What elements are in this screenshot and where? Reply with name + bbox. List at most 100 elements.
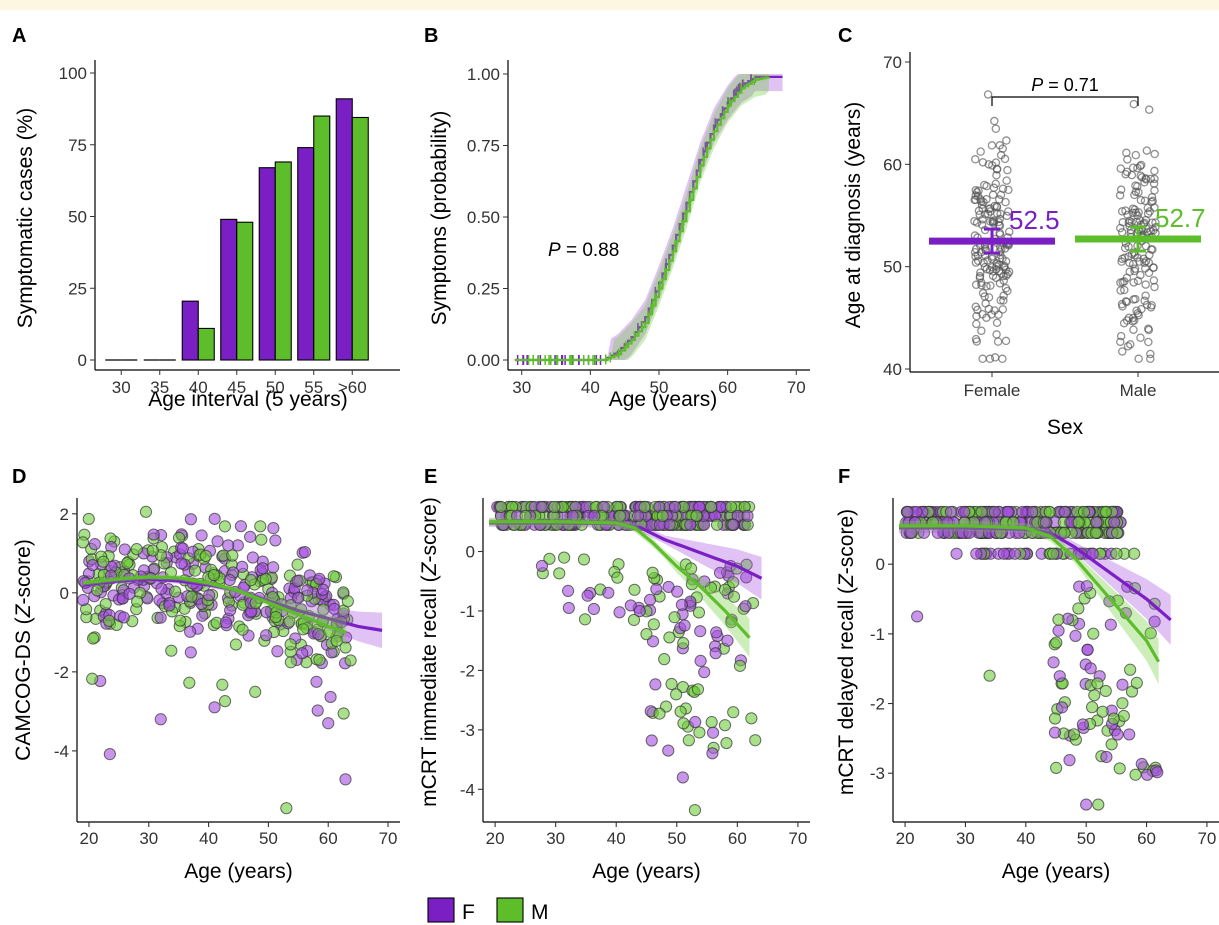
data-point-F [741, 509, 754, 522]
y-tick-label-E: -4 [460, 780, 475, 799]
data-point-F [313, 572, 326, 585]
data-point-F [203, 589, 216, 602]
y-axis-label-C: Age at diagnosis (years) [842, 102, 865, 328]
data-point-male [1131, 150, 1141, 160]
trend-band-M [899, 520, 1159, 685]
data-point-F [1116, 678, 1129, 691]
data-point-male [1121, 169, 1130, 179]
data-point-F [958, 505, 971, 519]
confidence-band-F [514, 74, 783, 360]
data-point-male [1125, 258, 1134, 268]
data-point-male [1145, 207, 1155, 216]
x-tick-label-F: 20 [896, 829, 915, 848]
mean-label-F: 52.5 [1009, 205, 1060, 235]
data-point-F [184, 646, 197, 659]
data-point-female [998, 305, 1008, 314]
x-tick-label-C: Female [964, 381, 1021, 400]
data-point-female [970, 248, 980, 257]
data-point-M [1043, 505, 1056, 519]
data-point-F [154, 713, 167, 726]
data-point-F [668, 500, 682, 514]
x-tick-label-A: >60 [338, 378, 367, 397]
data-point-M [284, 656, 297, 669]
data-point-F [624, 599, 637, 612]
data-point-F [312, 628, 325, 641]
data-point-F [123, 587, 136, 600]
data-point-F [195, 529, 208, 542]
data-point-female [971, 185, 981, 195]
y-tick-label-C: 60 [883, 155, 902, 174]
x-tick-label-E: 50 [667, 829, 686, 848]
data-point-male [1126, 340, 1135, 349]
data-point-female [987, 262, 997, 272]
data-point-F [581, 589, 594, 602]
data-point-F [260, 629, 273, 642]
y-tick-label-E: -2 [460, 661, 475, 680]
data-point-male [1118, 347, 1127, 356]
data-point-M [86, 672, 99, 685]
data-point-M [690, 509, 703, 522]
data-point-female [988, 271, 998, 281]
data-point-M [269, 610, 282, 624]
data-point-male [1129, 248, 1139, 257]
data-point-F [645, 734, 658, 747]
data-point-male [1151, 218, 1160, 227]
data-point-M [165, 644, 178, 657]
data-point-female [976, 268, 985, 277]
y-tick-label-A: 0 [78, 351, 87, 370]
data-point-male [1135, 216, 1145, 225]
x-tick-label-A: 30 [112, 378, 131, 397]
data-point-M [185, 590, 198, 603]
data-point-female [972, 319, 981, 329]
trend-line-M [899, 524, 1161, 663]
data-point-male [1128, 259, 1138, 269]
data-point-female [983, 209, 993, 219]
data-point-M [727, 706, 740, 719]
data-point-F [219, 616, 233, 629]
data-point-male [1149, 226, 1158, 235]
data-point-female [992, 318, 1002, 328]
data-point-female [1004, 227, 1014, 236]
y-axis-label-part: -score) [418, 497, 441, 562]
data-point-F [175, 557, 188, 570]
data-point-M [670, 688, 683, 701]
data-point-female [978, 158, 988, 167]
data-point-F [154, 611, 167, 624]
data-point-F [103, 748, 116, 761]
data-point-M [76, 536, 90, 549]
data-point-F [1104, 618, 1117, 631]
x-tick-label-D: 60 [319, 829, 338, 848]
data-point-F [1047, 656, 1060, 669]
y-tick-label-D: 0 [60, 584, 69, 603]
data-point-M [330, 634, 343, 647]
x-tick-label-D: 30 [139, 829, 158, 848]
data-point-female [979, 258, 988, 268]
data-point-female [982, 313, 991, 322]
data-point-M [146, 544, 159, 557]
data-point-F [970, 547, 983, 560]
data-point-F [997, 547, 1010, 560]
data-point-F [1063, 754, 1076, 767]
panel-label-A: A [12, 25, 26, 47]
panel-label-F: F [838, 466, 850, 488]
data-point-M [1091, 677, 1104, 690]
data-point-M [317, 603, 330, 616]
data-point-male [1123, 155, 1132, 164]
x-tick-label-C: Male [1120, 381, 1157, 400]
bar-F [181, 300, 199, 361]
data-point-male [1144, 105, 1154, 114]
data-point-male [1141, 174, 1150, 183]
data-point-female [985, 207, 995, 216]
trend-band-M [489, 517, 750, 657]
data-point-male [1133, 276, 1143, 286]
data-point-M [284, 638, 297, 651]
data-point-M [1129, 768, 1142, 781]
data-point-F [1100, 750, 1113, 764]
data-point-M [614, 509, 627, 522]
data-point-F [689, 715, 702, 729]
data-point-F [1081, 643, 1094, 657]
x-tick-label-A: 40 [189, 378, 208, 397]
data-point-F [1080, 580, 1093, 593]
y-tick-label-E: 0 [466, 543, 475, 562]
data-point-female [1002, 136, 1011, 145]
